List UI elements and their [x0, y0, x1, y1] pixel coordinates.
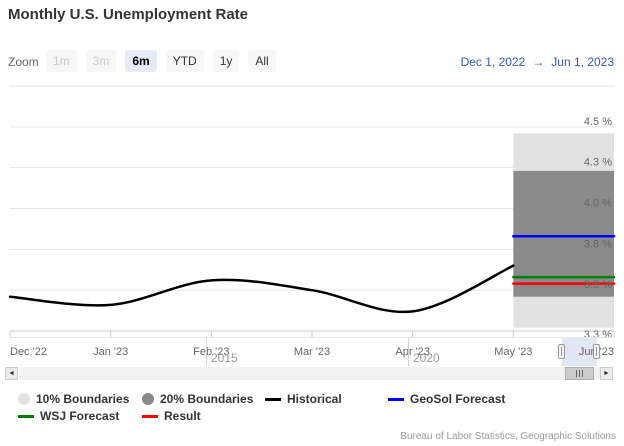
- scrollbar: ◄ ►: [0, 367, 624, 380]
- navigator-year-tick: [408, 338, 409, 366]
- x-axis-label: Feb '23: [193, 346, 229, 358]
- y-axis-label: 3.8 %: [584, 238, 612, 250]
- range-from-input[interactable]: Dec 1, 2022: [460, 55, 526, 69]
- zoom-button-1m: 1m: [46, 50, 77, 72]
- legend-item-10-boundaries[interactable]: 10% Boundaries: [18, 391, 129, 407]
- legend-item-20-boundaries[interactable]: 20% Boundaries: [142, 391, 253, 407]
- y-axis-label: 3.5 %: [584, 279, 612, 291]
- chart-legend: 10% Boundaries 20% Boundaries Historical Ge…: [0, 391, 624, 425]
- scrollbar-thumb[interactable]: [565, 367, 594, 380]
- geosol-forecast-line-marker: [388, 397, 404, 401]
- legend-label: 20% Boundaries: [160, 392, 254, 406]
- zoom-button-6m[interactable]: 6m: [125, 50, 157, 72]
- x-axis-label: Dec '22: [10, 346, 47, 358]
- zoom-button-3m: 3m: [85, 50, 117, 72]
- legend-item-geosol-forecast[interactable]: GeoSol Forecast: [388, 391, 505, 407]
- scrollbar-right-arrow-icon[interactable]: ►: [600, 367, 613, 380]
- navigator[interactable]: 2015 2020: [10, 337, 614, 366]
- legend-label: Result: [164, 409, 201, 423]
- navigator-handle-left[interactable]: [558, 344, 565, 359]
- y-axis-label: 4.5 %: [584, 116, 612, 128]
- range-arrow-icon: →: [532, 55, 545, 69]
- navigator-selected-range[interactable]: [562, 338, 597, 366]
- wsj-forecast-line-marker: [18, 414, 34, 418]
- y-axis-label: 3.3 %: [584, 329, 612, 341]
- navigator-handle-right[interactable]: [593, 344, 600, 359]
- page-title: Monthly U.S. Unemployment Rate: [8, 6, 249, 23]
- zoom-button-all[interactable]: All: [248, 50, 276, 72]
- date-range-display: Dec 1, 2022 → Jun 1, 2023: [461, 55, 614, 69]
- scrollbar-track[interactable]: [19, 367, 600, 380]
- x-axis-label: Jan '23: [93, 346, 128, 358]
- legend-label: GeoSol Forecast: [410, 392, 506, 406]
- navigator-year-label: 2015: [211, 351, 238, 365]
- range-to-input[interactable]: Jun 1, 2023: [551, 55, 614, 69]
- legend-item-wsj-forecast[interactable]: WSJ Forecast: [18, 408, 119, 424]
- zoom-button-1y[interactable]: 1y: [212, 50, 240, 72]
- credits-text: Bureau of Labor Statistics, Geographic S…: [400, 431, 616, 442]
- result-line-marker: [142, 414, 158, 418]
- y-axis-label: 4.0 %: [584, 198, 612, 210]
- legend-label: Historical: [287, 392, 342, 406]
- legend-item-result[interactable]: Result: [142, 408, 201, 424]
- 20-boundaries-band: [513, 170, 614, 297]
- historical-line-marker: [265, 397, 281, 401]
- 20-boundaries-circle-marker: [142, 393, 154, 405]
- x-axis-label: May '23: [494, 346, 532, 358]
- legend-label: WSJ Forecast: [40, 409, 120, 423]
- scrollbar-left-arrow-icon[interactable]: ◄: [5, 367, 18, 380]
- 10-boundaries-circle-marker: [18, 393, 30, 405]
- zoom-button-ytd[interactable]: YTD: [165, 50, 204, 72]
- zoom-label: Zoom: [8, 55, 39, 69]
- x-axis-label: Mar '23: [294, 346, 330, 358]
- historical-series: [8, 264, 515, 314]
- legend-label: 10% Boundaries: [36, 392, 130, 406]
- x-axis-label: Apr '23: [395, 346, 430, 358]
- y-axis-label: 4.3 %: [584, 157, 612, 169]
- scrollbar-grip-icon: [576, 370, 583, 377]
- legend-item-historical[interactable]: Historical: [265, 391, 342, 407]
- zoom-button-group: 1m 3m 6m YTD 1y All: [46, 50, 276, 72]
- navigator-year-tick: [206, 338, 207, 366]
- navigator-year-label: 2020: [413, 351, 440, 365]
